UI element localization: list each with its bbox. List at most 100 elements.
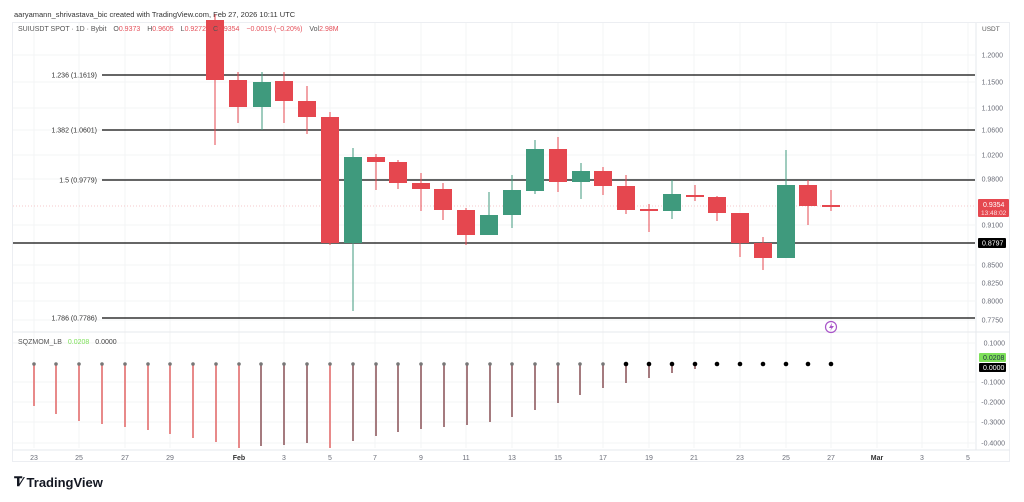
- price-axis-label: 0.9100: [982, 223, 1004, 230]
- squeeze-dot: [351, 362, 355, 366]
- squeeze-dot: [623, 361, 629, 367]
- indicator-axis-label: -0.3000: [981, 420, 1005, 427]
- volume-value: 2.98M: [319, 26, 339, 33]
- squeeze-dot: [465, 362, 469, 366]
- date-axis-label: 5: [328, 455, 332, 462]
- indicator-value-2: 0.0000: [95, 339, 117, 346]
- close-label: C: [212, 26, 218, 33]
- price-axis-label: 0.8250: [982, 281, 1004, 288]
- open-value: 0.9373: [118, 26, 141, 33]
- change-value: −0.0019 (−0.20%): [246, 26, 303, 33]
- fib-level-label: 1.382 (1.0601): [51, 128, 97, 135]
- squeeze-dot: [533, 362, 537, 366]
- current-price-value: 0.9354: [983, 202, 1005, 209]
- squeeze-dot: [305, 362, 309, 366]
- candle-body[interactable]: [389, 162, 407, 183]
- candle-body[interactable]: [229, 80, 247, 107]
- candle-body[interactable]: [686, 195, 704, 197]
- candle-body[interactable]: [526, 149, 544, 191]
- low-label: L: [180, 26, 185, 33]
- date-axis-label: 23: [736, 455, 744, 462]
- candle-body[interactable]: [663, 194, 681, 211]
- symbol-title[interactable]: SUIUSDT SPOT · 1D · Bybit: [18, 26, 107, 33]
- indicator-value-1: 0.0208: [67, 339, 90, 346]
- date-axis-label: 9: [419, 455, 423, 462]
- squeeze-dot: [100, 362, 104, 366]
- candle-body[interactable]: [503, 190, 521, 215]
- date-axis-label: 27: [121, 455, 129, 462]
- date-axis-label: 25: [782, 455, 790, 462]
- indicator-badge-green: [979, 353, 1006, 362]
- indicator-axis-label: -0.1000: [981, 380, 1005, 387]
- price-axis-label: 0.8500: [982, 263, 1004, 270]
- squeeze-dot: [77, 362, 81, 366]
- price-axis-label: 0.9800: [982, 177, 1004, 184]
- candle-body[interactable]: [480, 215, 498, 235]
- squeeze-dot: [328, 362, 332, 366]
- candle-body[interactable]: [708, 197, 726, 213]
- squeeze-dot: [510, 362, 514, 366]
- candle-body[interactable]: [367, 157, 385, 162]
- date-axis-label: 3: [282, 455, 286, 462]
- squeeze-dot: [32, 362, 36, 366]
- candle-body[interactable]: [275, 81, 293, 101]
- candle-body[interactable]: [731, 213, 749, 243]
- candle-body[interactable]: [457, 210, 475, 235]
- currency-label[interactable]: USDT: [982, 26, 1000, 33]
- squeeze-dot: [805, 361, 811, 367]
- date-axis-label: 7: [373, 455, 377, 462]
- date-axis-label: Mar: [871, 455, 884, 462]
- candle-body[interactable]: [617, 186, 635, 210]
- date-axis-label: 17: [599, 455, 607, 462]
- close-value: 0.9354: [218, 26, 240, 33]
- squeeze-dot: [783, 361, 789, 367]
- candle-body[interactable]: [298, 101, 316, 117]
- price-axis-label: 0.7750: [982, 318, 1004, 325]
- open-label: O: [113, 26, 119, 33]
- candle-body[interactable]: [777, 185, 795, 258]
- squeeze-dot: [646, 361, 652, 367]
- indicator-badge-green-value: 0.0208: [983, 355, 1005, 362]
- chart-frame[interactable]: [12, 22, 1010, 462]
- squeeze-dot: [214, 362, 218, 366]
- candle-body[interactable]: [321, 117, 339, 243]
- candle-body[interactable]: [640, 209, 658, 211]
- candle-body[interactable]: [344, 157, 362, 243]
- tradingview-logo[interactable]: 𝐓∕ TradingView: [14, 474, 103, 490]
- brand-name: TradingView: [26, 474, 103, 490]
- high-label: H: [147, 26, 153, 33]
- date-axis-label: 25: [75, 455, 83, 462]
- squeeze-dot: [374, 362, 378, 366]
- price-axis-label: 1.2000: [982, 53, 1004, 60]
- candle-body[interactable]: [549, 149, 567, 182]
- squeeze-dot: [578, 362, 582, 366]
- candle-body[interactable]: [822, 205, 840, 207]
- fib-level-label: 1.236 (1.1619): [51, 73, 97, 80]
- candle-body[interactable]: [594, 171, 612, 186]
- squeeze-dot: [123, 362, 127, 366]
- indicator-badge-black: [979, 363, 1006, 372]
- candle-body[interactable]: [253, 82, 271, 107]
- squeeze-dot: [692, 361, 698, 367]
- volume-label: Vol: [309, 26, 320, 33]
- date-axis-label: 21: [690, 455, 698, 462]
- event-lightning-icon[interactable]: [824, 320, 838, 334]
- candle-body[interactable]: [572, 171, 590, 182]
- current-price-badge[interactable]: [978, 199, 1009, 217]
- indicator-legend[interactable]: SQZMOM_LB 0.0208 0.0000: [18, 339, 117, 346]
- squeeze-dot: [714, 361, 720, 367]
- candle-body[interactable]: [434, 189, 452, 210]
- squeeze-dot: [54, 362, 58, 366]
- candle-body[interactable]: [412, 183, 430, 189]
- horizontal-line-badge[interactable]: [978, 238, 1006, 248]
- candle-body[interactable]: [754, 243, 772, 258]
- candle-body[interactable]: [206, 20, 224, 80]
- indicator-name[interactable]: SQZMOM_LB: [18, 339, 62, 346]
- date-axis-label: 29: [166, 455, 174, 462]
- candle-body[interactable]: [799, 185, 817, 206]
- squeeze-dot: [737, 361, 743, 367]
- squeeze-dot: [396, 362, 400, 366]
- symbol-legend[interactable]: SUIUSDT SPOT · 1D · Bybit O0.9373 H0.960…: [18, 26, 339, 33]
- price-axis-label: 0.8000: [982, 299, 1004, 306]
